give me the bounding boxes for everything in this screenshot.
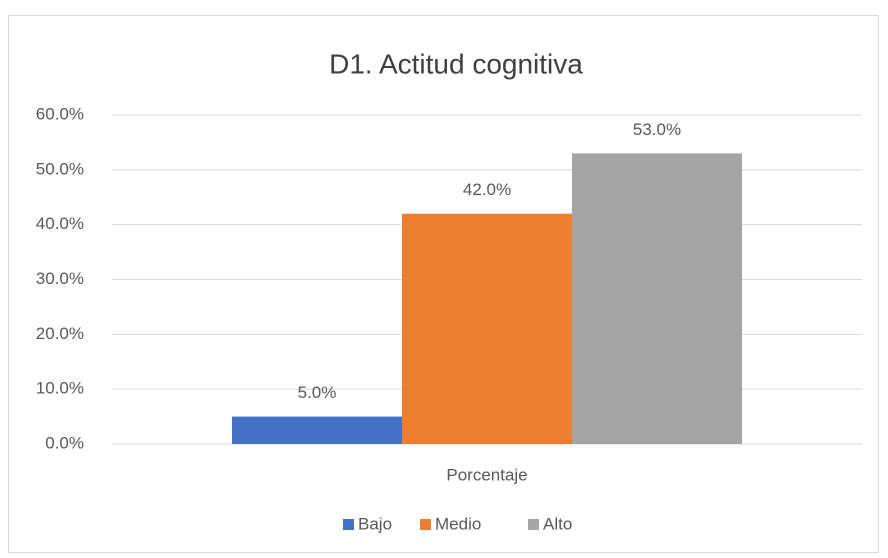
bar [572, 153, 742, 444]
chart-title: D1. Actitud cognitiva [329, 48, 583, 79]
legend-swatch [343, 519, 354, 530]
x-tick-label: Porcentaje [446, 465, 527, 484]
legend-swatch [528, 519, 539, 530]
y-tick-label: 60.0% [36, 104, 84, 123]
y-tick-label: 0.0% [45, 433, 84, 452]
bar [402, 213, 572, 444]
data-label: 53.0% [633, 120, 681, 139]
bar [232, 416, 402, 444]
legend-label: Alto [543, 514, 572, 533]
legend-label: Bajo [358, 514, 392, 533]
y-tick-label: 40.0% [36, 214, 84, 233]
data-label: 5.0% [298, 383, 337, 402]
y-tick-label: 10.0% [36, 379, 84, 398]
y-tick-label: 50.0% [36, 159, 84, 178]
y-tick-label: 30.0% [36, 269, 84, 288]
y-tick-label: 20.0% [36, 324, 84, 343]
legend-label: Medio [435, 514, 481, 533]
data-label: 42.0% [463, 180, 511, 199]
legend-swatch [420, 519, 431, 530]
